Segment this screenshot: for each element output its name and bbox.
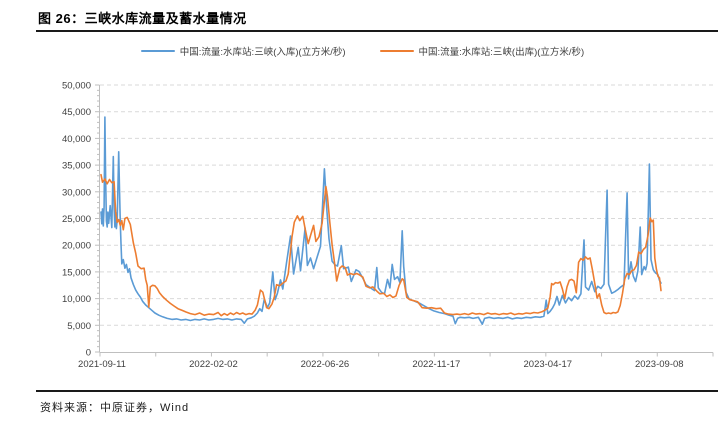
legend-item-inflow: 中国:流量:水库站:三峡(入库)(立方米/秒)	[140, 44, 346, 58]
inflow-line-swatch	[140, 49, 175, 53]
chart-legend: 中国:流量:水库站:三峡(入库)(立方米/秒) 中国:流量:水库站:三峡(出库)…	[0, 44, 725, 58]
legend-label-outflow: 中国:流量:水库站:三峡(出库)(立方米/秒)	[418, 47, 585, 58]
figure-title: 图 26：三峡水库流量及蓄水量情况	[38, 11, 247, 26]
y-tick-label: 30,000	[62, 187, 91, 198]
legend-item-outflow: 中国:流量:水库站:三峡(出库)(立方米/秒)	[379, 44, 585, 58]
outflow-line-swatch	[379, 49, 414, 53]
y-tick-label: 35,000	[62, 161, 91, 172]
x-tick-label: 2022-02-02	[189, 359, 238, 370]
title-divider	[36, 30, 718, 32]
y-tick-label: 40,000	[62, 134, 91, 145]
y-tick-label: 5,000	[67, 321, 91, 332]
y-tick-label: 10,000	[62, 294, 91, 305]
x-tick-label: 2022-06-26	[301, 359, 350, 370]
y-tick-label: 15,000	[62, 267, 91, 278]
x-tick-label: 2021-09-11	[78, 359, 126, 370]
series-line-outflow	[100, 173, 662, 317]
y-tick-label: 50,000	[62, 81, 91, 92]
y-tick-label: 20,000	[62, 241, 91, 252]
x-tick-label: 2023-09-08	[635, 359, 684, 370]
footer-divider	[36, 390, 718, 392]
x-tick-label: 2023-04-17	[524, 359, 573, 370]
y-tick-label: 45,000	[62, 107, 91, 118]
y-tick-label: 25,000	[62, 214, 91, 225]
legend-label-inflow: 中国:流量:水库站:三峡(入库)(立方米/秒)	[179, 47, 346, 58]
y-tick-label: 0	[86, 348, 91, 359]
source-note: 资料来源：中原证券，Wind	[40, 402, 190, 414]
x-tick-label: 2022-11-17	[412, 359, 460, 370]
